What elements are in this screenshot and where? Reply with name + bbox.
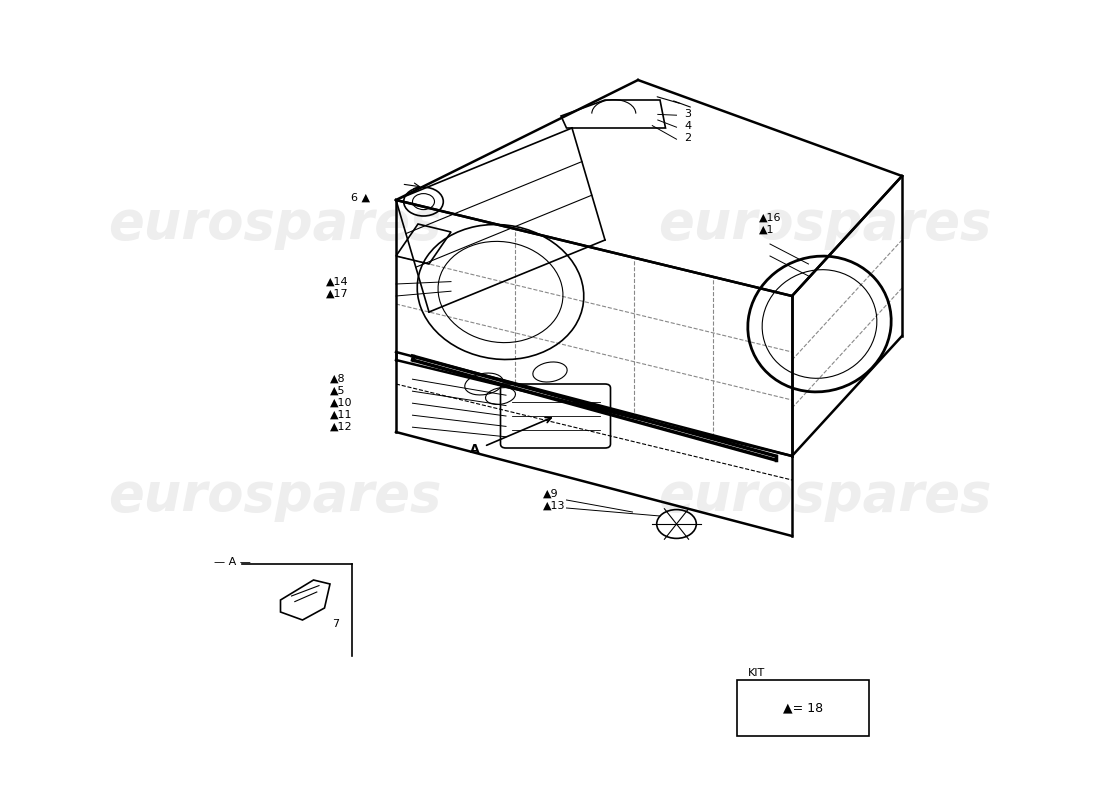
Text: eurospares: eurospares xyxy=(108,198,442,250)
Text: ▲16: ▲16 xyxy=(759,213,781,222)
Text: 7: 7 xyxy=(332,619,339,629)
Text: KIT: KIT xyxy=(748,668,766,678)
Text: eurospares: eurospares xyxy=(658,470,992,522)
Text: ▲8: ▲8 xyxy=(330,374,345,383)
Text: eurospares: eurospares xyxy=(108,470,442,522)
Text: ▲9: ▲9 xyxy=(543,489,559,498)
Text: — A —: — A — xyxy=(214,558,252,567)
Text: ▲11: ▲11 xyxy=(330,410,352,419)
Text: 4: 4 xyxy=(684,122,691,131)
Text: A: A xyxy=(471,443,480,456)
Text: ▲10: ▲10 xyxy=(330,398,352,407)
Bar xyxy=(737,680,869,736)
Text: ▲13: ▲13 xyxy=(543,501,565,510)
Text: ▲1: ▲1 xyxy=(759,225,774,234)
Text: ▲= 18: ▲= 18 xyxy=(783,702,823,714)
Text: 3: 3 xyxy=(684,110,691,119)
Text: eurospares: eurospares xyxy=(658,198,992,250)
Text: ▲5: ▲5 xyxy=(330,386,345,395)
Text: ▲14: ▲14 xyxy=(326,277,349,286)
Text: 2: 2 xyxy=(684,134,691,143)
Text: 6 ▲: 6 ▲ xyxy=(351,193,370,202)
Text: ▲12: ▲12 xyxy=(330,422,353,431)
Text: ▲17: ▲17 xyxy=(326,289,349,298)
